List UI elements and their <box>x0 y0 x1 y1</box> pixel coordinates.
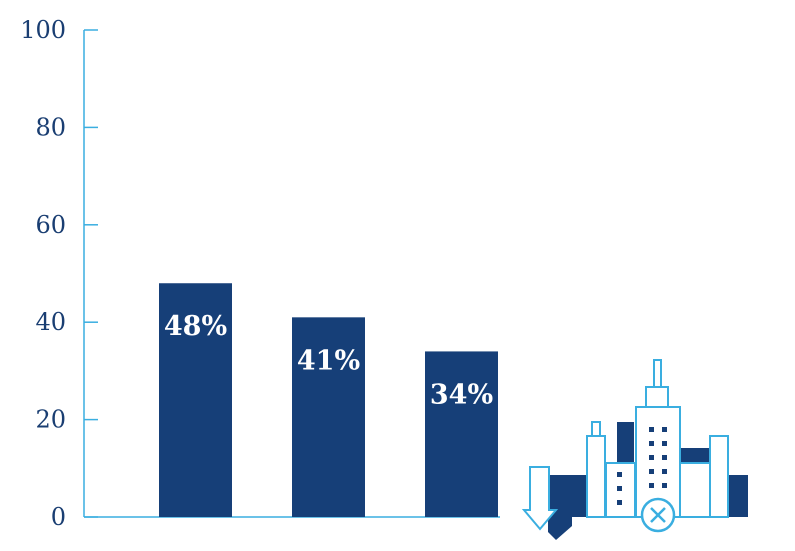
bar <box>292 317 365 517</box>
y-tick-label: 80 <box>35 113 66 141</box>
bars <box>159 283 498 517</box>
y-axis: 0 20 40 60 80 100 <box>20 16 500 531</box>
bar <box>425 351 498 517</box>
y-tick-label: 100 <box>20 16 66 44</box>
y-tick-label: 40 <box>35 308 66 336</box>
bar <box>159 283 232 517</box>
bar-data-label: 34% <box>430 379 493 410</box>
bar-data-label: 48% <box>164 311 227 342</box>
bar-data-label: 41% <box>297 345 360 376</box>
data-labels: 48% 41% 34% <box>164 311 493 410</box>
city-skyline-icon <box>521 359 748 540</box>
y-tick-label: 60 <box>35 211 66 239</box>
y-tick-label: 0 <box>51 503 66 531</box>
y-tick-label: 20 <box>35 406 66 434</box>
